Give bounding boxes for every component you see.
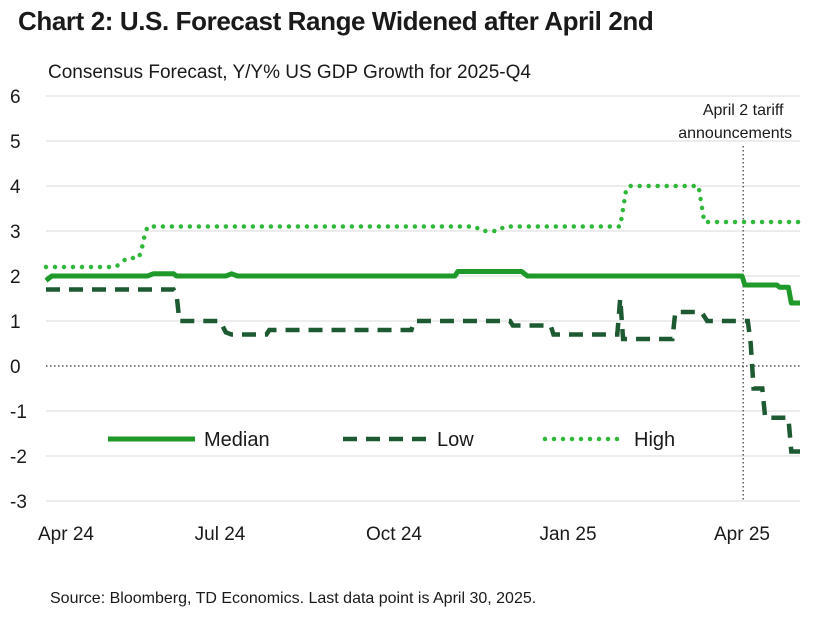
legend-low-label: Low <box>437 429 474 451</box>
y-tick-label: 4 <box>10 177 21 198</box>
series-low-line <box>46 287 800 454</box>
y-tick-label: -2 <box>10 447 27 468</box>
legend-high-label: High <box>634 429 675 451</box>
x-tick-label: Jan 25 <box>539 524 596 545</box>
x-tick-label: Apr 25 <box>714 524 770 545</box>
y-tick-label: 6 <box>10 87 21 108</box>
series-median-line <box>44 269 800 306</box>
legend: Median Low High <box>108 429 675 451</box>
y-tick-label: 5 <box>10 132 21 153</box>
annotation-line-1: April 2 tariff <box>703 102 784 119</box>
y-tick-label: -1 <box>10 402 27 423</box>
series-lines <box>43 183 803 454</box>
y-tick-label: 2 <box>10 267 21 288</box>
y-tick-label: 1 <box>10 312 21 333</box>
legend-median-label: Median <box>204 429 270 451</box>
source-note: Source: Bloomberg, TD Economics. Last da… <box>50 590 537 607</box>
x-tick-label: Jul 24 <box>195 524 246 545</box>
annotation-line-2: announcements <box>678 125 792 142</box>
series-high-line <box>43 183 803 270</box>
y-tick-label: -3 <box>10 492 27 513</box>
y-tick-label: 3 <box>10 222 21 243</box>
chart-title: Chart 2: U.S. Forecast Range Widened aft… <box>18 6 654 36</box>
x-tick-label: Apr 24 <box>38 524 94 545</box>
x-tick-label: Oct 24 <box>366 524 422 545</box>
chart-subtitle: Consensus Forecast, Y/Y% US GDP Growth f… <box>48 62 531 83</box>
y-axis-tick-labels: 6 5 4 3 2 1 0 -1 -2 -3 <box>10 87 27 513</box>
y-tick-label: 0 <box>10 357 21 378</box>
x-axis-tick-labels: Apr 24 Jul 24 Oct 24 Jan 25 Apr 25 <box>38 524 770 545</box>
